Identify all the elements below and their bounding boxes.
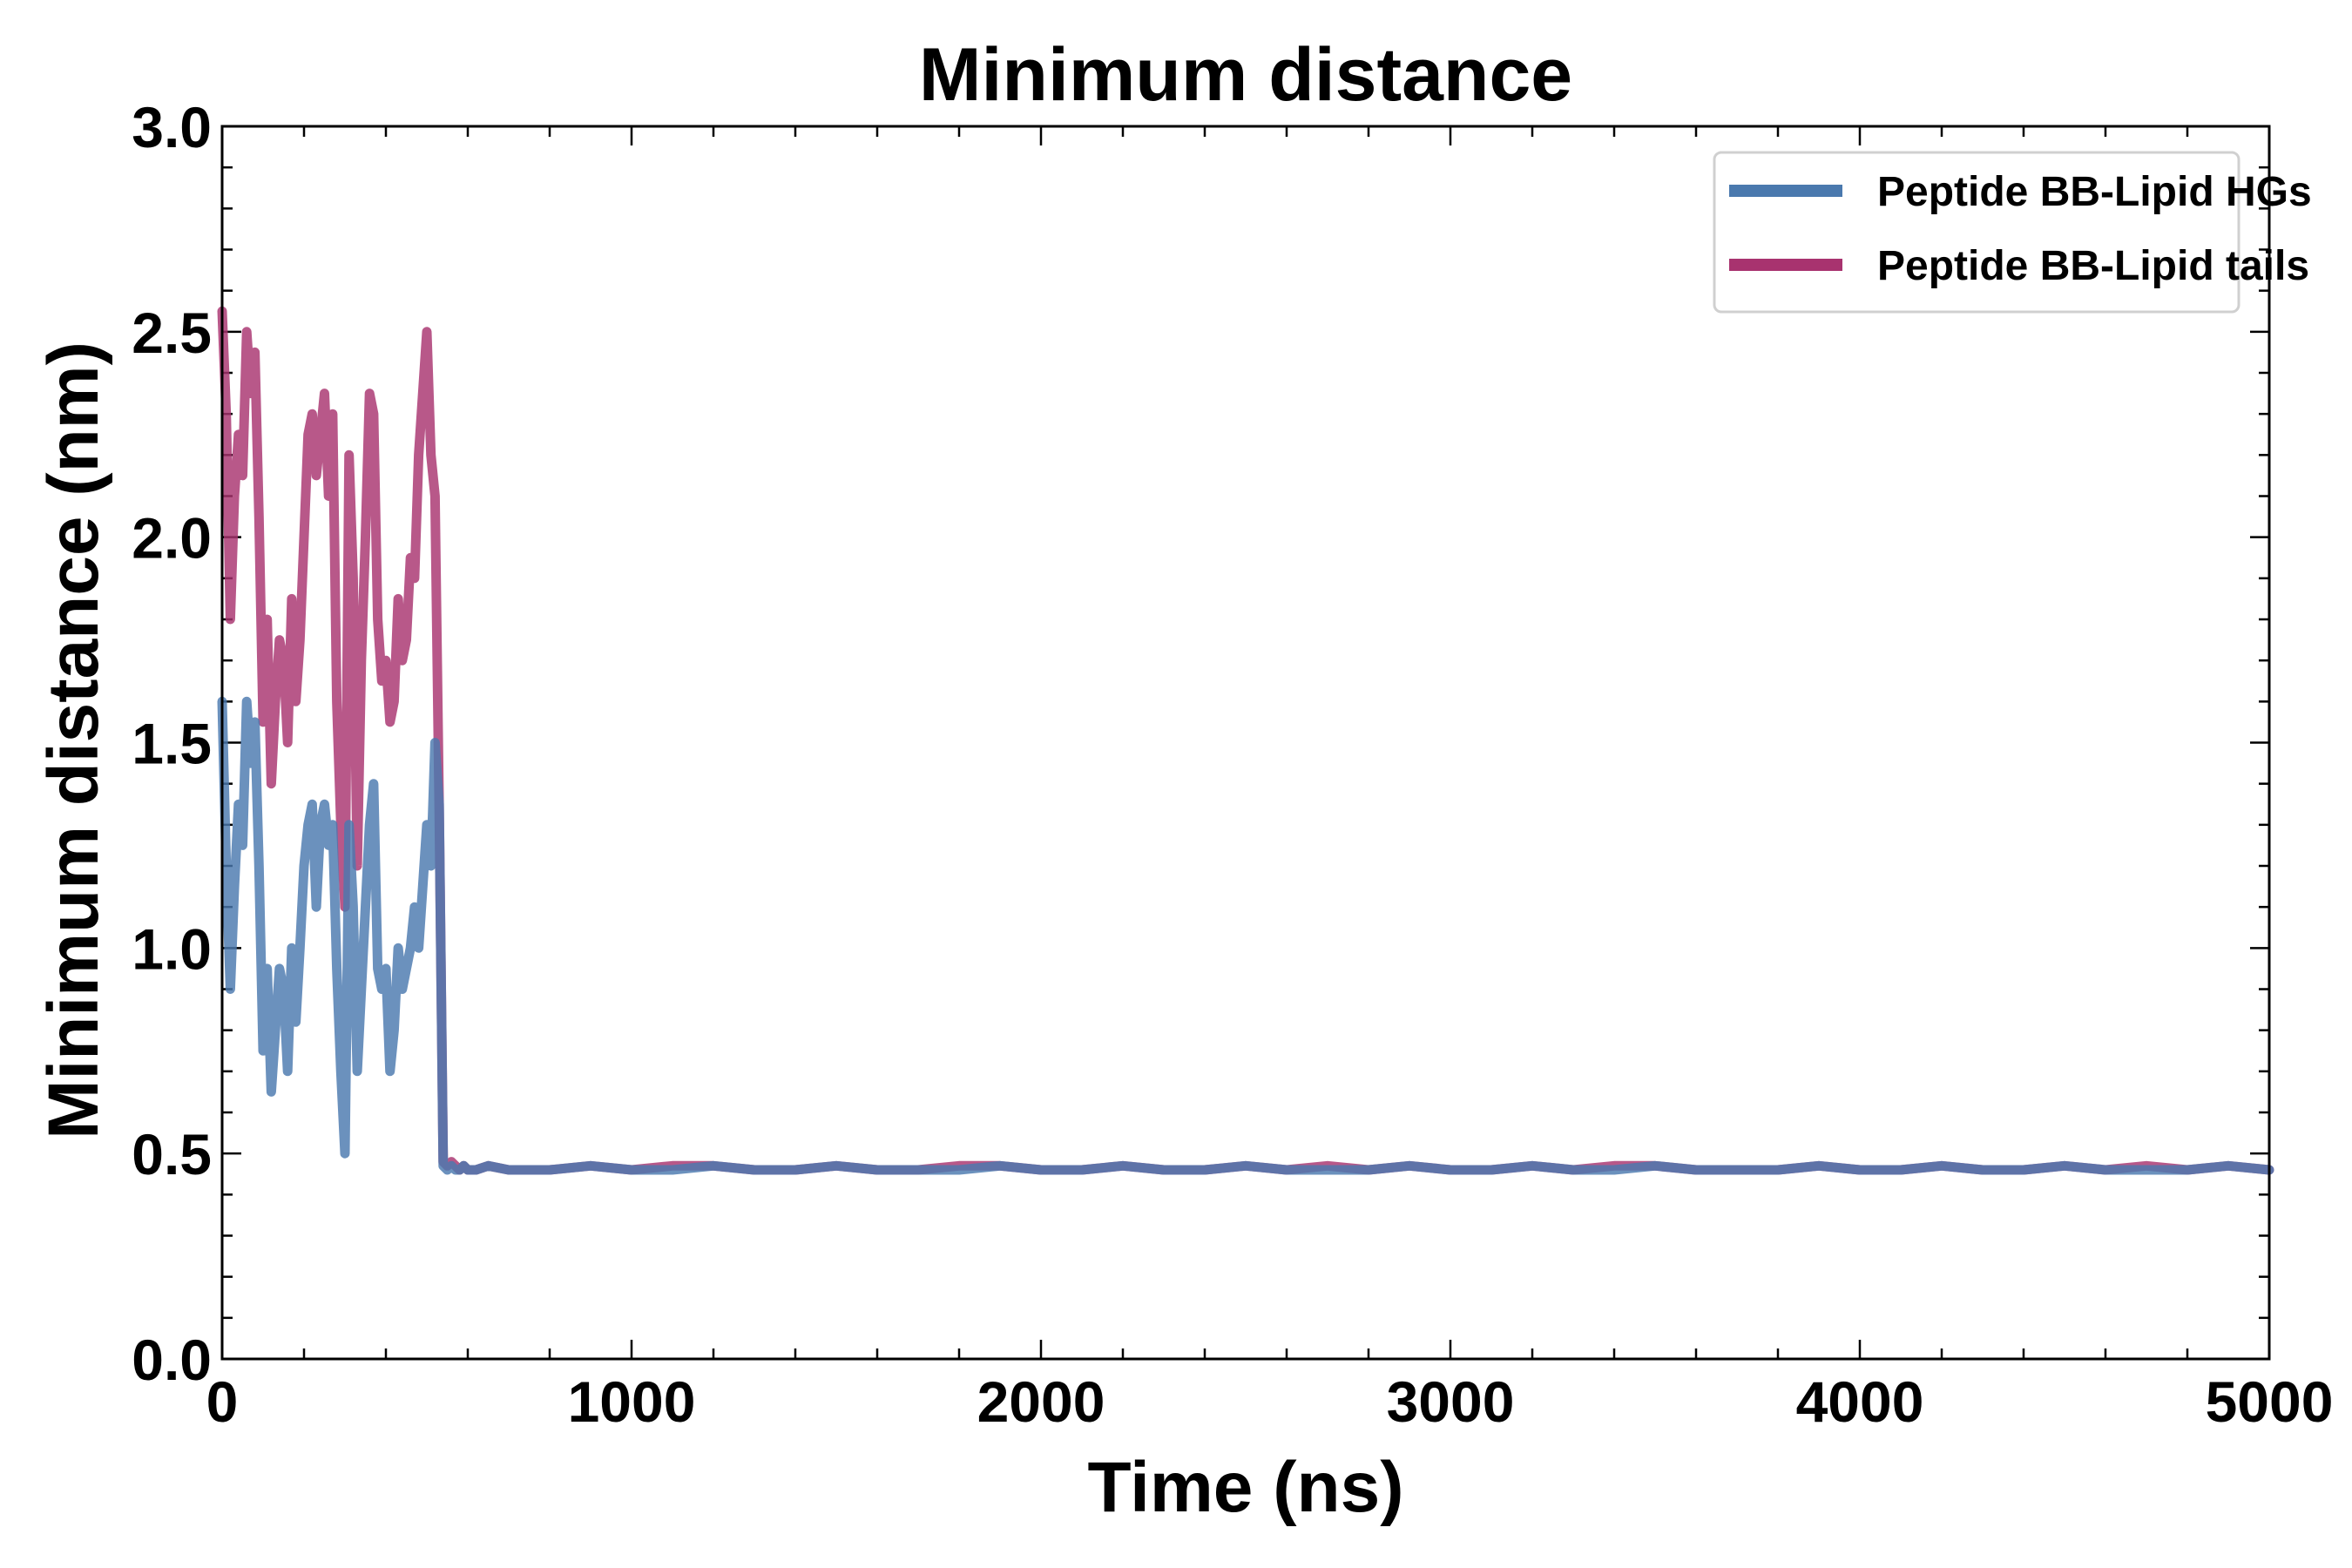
chart-title: Minimum distance (919, 33, 1572, 117)
series-line-hgs (217, 696, 2274, 1175)
x-tick-label: 4000 (1796, 1369, 1924, 1434)
y-tick-label: 1.5 (132, 712, 212, 776)
x-tick-label: 1000 (568, 1369, 696, 1434)
legend: Peptide BB-Lipid HGs Peptide BB-Lipid ta… (1713, 151, 2312, 314)
y-tick-label: 2.5 (132, 301, 212, 365)
y-tick-label: 0.0 (132, 1328, 212, 1392)
x-tick-labels: 0 1000 2000 3000 4000 5000 (206, 1369, 2334, 1434)
y-axis-label: Minimum distance (nm) (34, 341, 113, 1139)
y-tick-label: 2.0 (132, 506, 212, 571)
y-tick-label: 1.0 (132, 916, 212, 981)
x-axis-label: Time (ns) (1088, 1448, 1404, 1527)
x-tick-label: 5000 (2206, 1369, 2334, 1434)
legend-box (1713, 151, 2240, 314)
y-tick-label: 0.5 (132, 1122, 212, 1186)
x-tick-label: 0 (206, 1369, 239, 1434)
x-tick-label: 2000 (977, 1369, 1105, 1434)
y-tick-label: 3.0 (132, 95, 212, 159)
plot-frame (220, 125, 2271, 1361)
x-tick-label: 3000 (1387, 1369, 1515, 1434)
legend-label-hgs: Peptide BB-Lipid HGs (1877, 169, 2312, 215)
series-layer (217, 306, 2274, 1175)
minor-ticks (222, 126, 2269, 1359)
y-tick-labels: 0.0 0.5 1.0 1.5 2.0 2.5 3.0 (132, 95, 212, 1392)
legend-label-tails: Peptide BB-Lipid tails (1877, 243, 2309, 289)
